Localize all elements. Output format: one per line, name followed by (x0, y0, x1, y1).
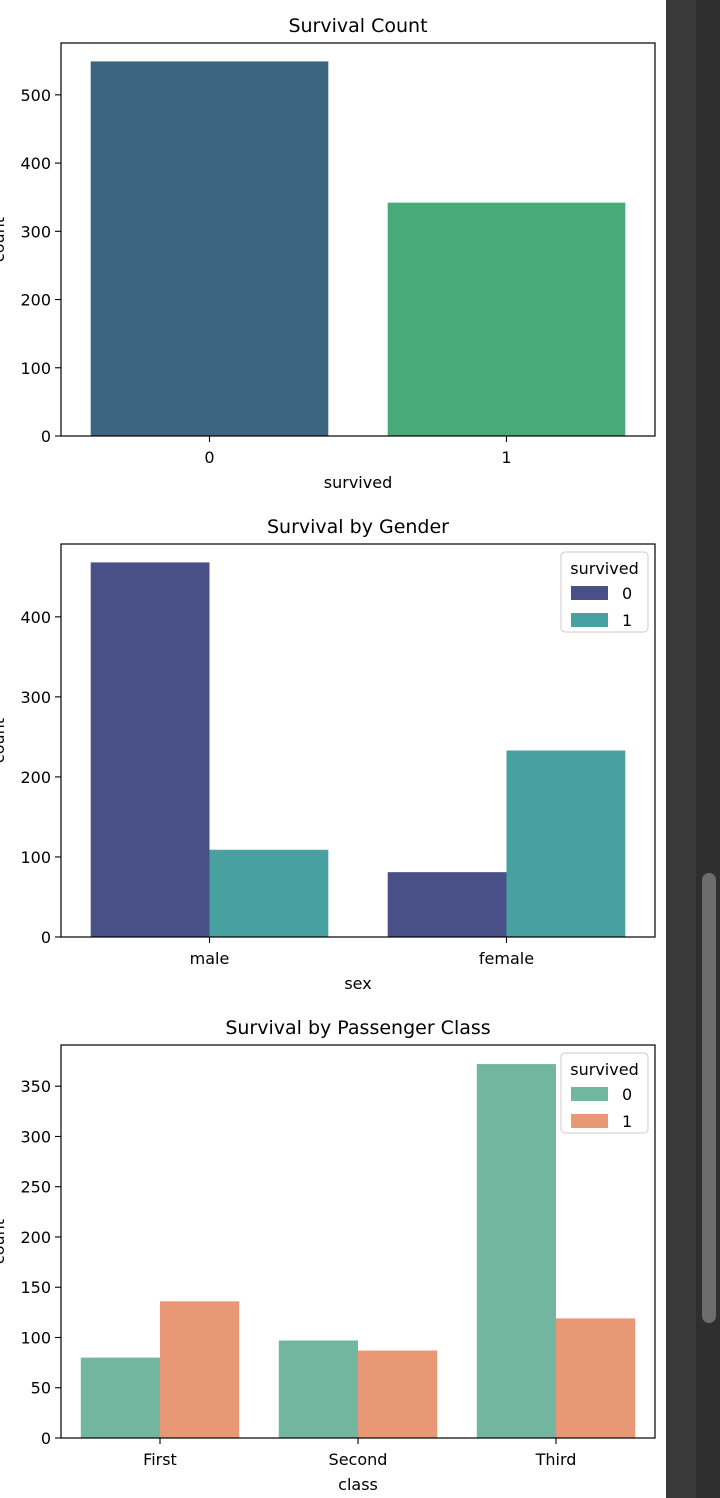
bar-Third-series-1 (556, 1318, 636, 1438)
y-tick-label: 300 (20, 1127, 51, 1146)
bar-male-series-0 (90, 562, 210, 937)
y-tick-label: 0 (41, 1429, 51, 1448)
x-axis-label: class (338, 1475, 378, 1494)
panel-edge (666, 0, 696, 1498)
plot-frame (60, 42, 656, 437)
bar-0 (90, 61, 329, 436)
legend-label-0: 0 (622, 584, 632, 603)
legend-swatch-1 (571, 613, 608, 627)
x-tick-label: Third (535, 1450, 577, 1469)
legend-title: survived (570, 559, 638, 578)
y-axis-label: count (0, 1219, 8, 1264)
x-tick-label: 0 (204, 448, 214, 467)
y-tick-label: 50 (31, 1379, 51, 1398)
legend-swatch-1 (571, 1114, 608, 1128)
y-tick-label: 250 (20, 1178, 51, 1197)
chart-2: Survival by Passenger Class 0 50 100 150 200 2… (0, 1017, 656, 1494)
legend-label-1: 1 (622, 611, 632, 630)
y-tick-label: 200 (20, 291, 51, 310)
bar-female-series-0 (387, 872, 507, 937)
bar-First-series-1 (160, 1301, 240, 1438)
x-tick-label: Second (329, 1450, 388, 1469)
y-tick-label: 300 (20, 222, 51, 241)
bar-Third-series-0 (476, 1064, 556, 1438)
x-tick-label: male (190, 949, 230, 968)
legend-swatch-0 (571, 586, 608, 600)
x-tick-label: 1 (501, 448, 511, 467)
bar-male-series-1 (209, 849, 329, 937)
chart-0: Survival Count 0 100 200 300 400 500 0 1 survived… (0, 15, 656, 492)
y-tick-label: 300 (20, 688, 51, 707)
legend-title: survived (570, 1060, 638, 1079)
y-axis-label: count (0, 718, 8, 763)
y-tick-label: 100 (20, 1328, 51, 1347)
legend-label-1: 1 (622, 1112, 632, 1131)
y-tick-label: 200 (20, 768, 51, 787)
bar-Second-series-0 (278, 1340, 358, 1438)
y-tick-label: 100 (20, 848, 51, 867)
legend-swatch-0 (571, 1087, 608, 1101)
y-tick-label: 400 (20, 608, 51, 627)
bar-Second-series-1 (358, 1350, 438, 1438)
legend: survived 0 1 (560, 1052, 649, 1134)
y-tick-label: 100 (20, 359, 51, 378)
y-tick-label: 150 (20, 1278, 51, 1297)
chart-1: Survival by Gender 0 100 200 300 400 male femal… (0, 516, 656, 993)
x-axis-label: sex (344, 974, 371, 993)
y-tick-label: 0 (41, 427, 51, 446)
x-axis-label: survived (324, 473, 392, 492)
bar-First-series-0 (80, 1357, 160, 1438)
y-tick-label: 200 (20, 1228, 51, 1247)
chart-title: Survival by Gender (267, 516, 449, 538)
chart-title: Survival Count (288, 15, 427, 37)
y-tick-label: 0 (41, 928, 51, 947)
legend-label-0: 0 (622, 1085, 632, 1104)
y-tick-label: 350 (20, 1077, 51, 1096)
y-tick-label: 500 (20, 86, 51, 105)
y-axis-label: count (0, 217, 8, 262)
x-tick-label: First (143, 1450, 177, 1469)
scrollbar-thumb[interactable] (702, 873, 716, 1323)
x-tick-label: female (479, 949, 534, 968)
chart-title: Survival by Passenger Class (225, 1017, 490, 1039)
bar-1 (387, 202, 626, 436)
legend: survived 0 1 (560, 551, 649, 633)
bar-female-series-1 (506, 750, 626, 937)
y-tick-label: 400 (20, 154, 51, 173)
plot-frame (60, 543, 656, 938)
